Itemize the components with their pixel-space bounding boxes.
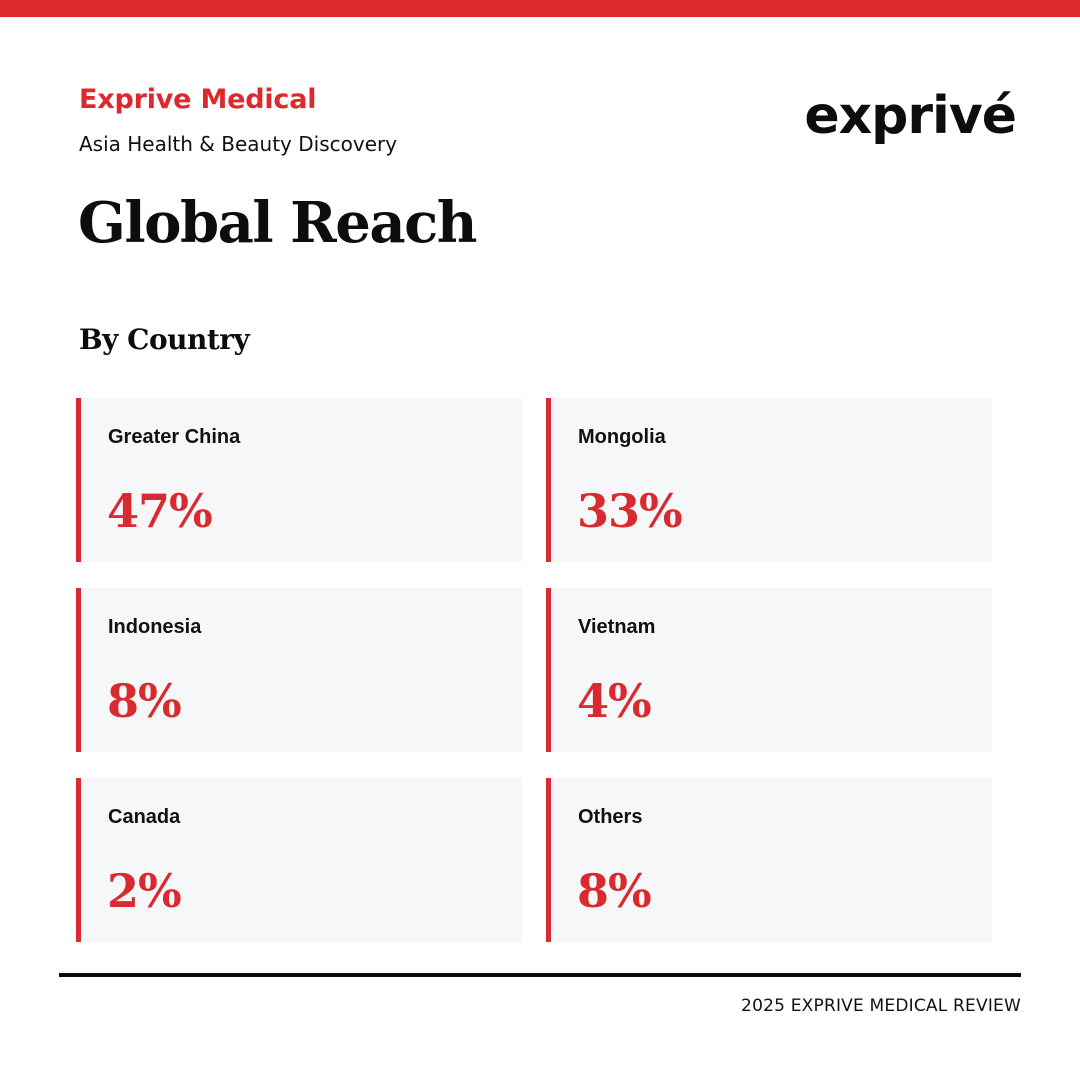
- stat-card-canada: Canada 2%: [76, 778, 522, 942]
- stat-card-vietnam: Vietnam 4%: [546, 588, 992, 752]
- stat-card-value: 2%: [107, 864, 182, 918]
- brand-name: Exprive Medical: [79, 84, 317, 115]
- stat-card-label: Vietnam: [578, 616, 656, 638]
- stat-card-value: 8%: [577, 864, 652, 918]
- stat-card-value: 33%: [577, 484, 683, 538]
- footer-text: 2025 EXPRIVE MEDICAL REVIEW: [741, 996, 1021, 1016]
- stat-card-greater-china: Greater China 47%: [76, 398, 522, 562]
- page-subtitle: By Country: [79, 323, 250, 356]
- footer-divider: [59, 973, 1021, 977]
- stat-card-value: 47%: [107, 484, 213, 538]
- page-title: Global Reach: [78, 190, 477, 256]
- stat-card-label: Indonesia: [108, 616, 202, 638]
- brand-tagline: Asia Health & Beauty Discovery: [79, 132, 398, 156]
- exprive-logo: exprivé: [804, 86, 1017, 146]
- stat-card-others: Others 8%: [546, 778, 992, 942]
- stat-card-mongolia: Mongolia 33%: [546, 398, 992, 562]
- stat-card-label: Canada: [108, 806, 181, 828]
- stat-card-indonesia: Indonesia 8%: [76, 588, 522, 752]
- stat-card-value: 8%: [107, 674, 182, 728]
- stat-card-label: Others: [578, 806, 643, 828]
- country-stats-grid: Greater China 47% Mongolia 33% Indonesia…: [76, 398, 992, 942]
- stat-card-value: 4%: [577, 674, 652, 728]
- stat-card-label: Mongolia: [578, 426, 666, 448]
- top-accent-bar: [0, 0, 1080, 17]
- stat-card-label: Greater China: [108, 426, 241, 448]
